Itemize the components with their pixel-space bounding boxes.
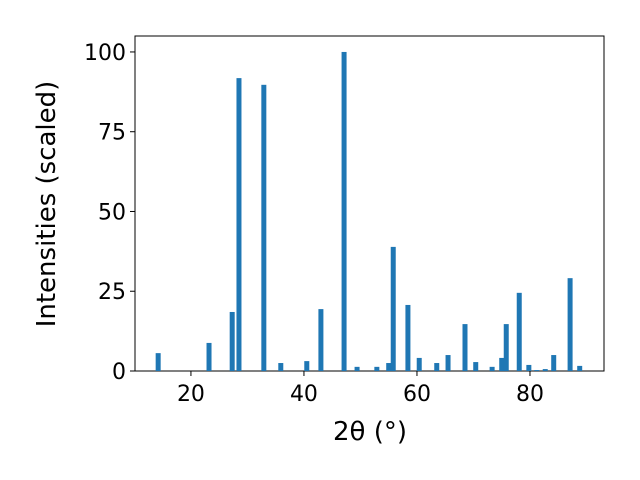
bar (551, 355, 557, 371)
bar (416, 357, 422, 371)
bar (542, 369, 548, 371)
bar (473, 362, 479, 371)
y-tick-label: 75 (98, 121, 126, 146)
bar (206, 342, 212, 371)
bar (278, 363, 284, 371)
bar (499, 357, 505, 371)
y-tick-label: 25 (98, 280, 126, 305)
bar (526, 364, 532, 371)
x-tick-label: 40 (290, 382, 318, 407)
x-tick-label: 20 (177, 382, 205, 407)
y-tick-label: 50 (98, 200, 126, 225)
y-axis-label: Intensities (scaled) (32, 81, 62, 328)
y-tick-label: 0 (112, 360, 126, 385)
bar (318, 309, 324, 371)
bar (390, 246, 396, 371)
bar (516, 292, 522, 371)
bar (405, 304, 411, 371)
bar (567, 278, 573, 371)
bar (434, 363, 440, 371)
y-tick-label: 100 (84, 41, 126, 66)
bar (374, 366, 380, 371)
bar (386, 363, 392, 371)
bar (229, 311, 235, 371)
bar (534, 370, 540, 371)
bar (261, 84, 267, 372)
bar (577, 365, 583, 371)
plot-frame (134, 35, 605, 372)
bar (445, 355, 451, 371)
bar (354, 366, 360, 371)
bar (341, 51, 347, 371)
x-tick-label: 80 (516, 382, 544, 407)
bar (462, 324, 468, 371)
bar (236, 78, 242, 371)
x-tick-label: 60 (403, 382, 431, 407)
bar (503, 324, 509, 371)
x-axis-label: 2θ (°) (333, 417, 407, 447)
bar (155, 353, 161, 371)
bar (304, 361, 310, 371)
bar (489, 366, 495, 371)
